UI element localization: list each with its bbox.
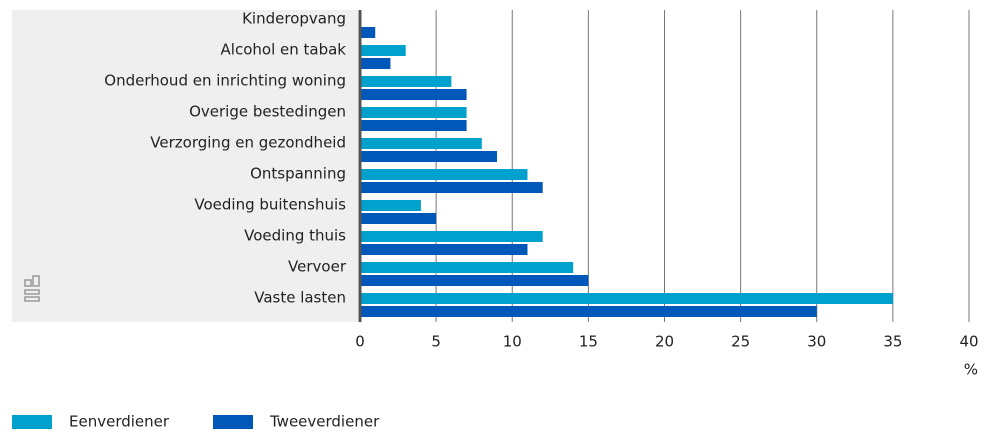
bar xyxy=(360,200,421,211)
logo xyxy=(24,275,40,302)
bar xyxy=(360,169,528,180)
label-panel xyxy=(12,10,358,322)
y-tick-label: Ontspanning xyxy=(250,165,346,183)
bar xyxy=(360,27,376,38)
y-tick-label: Voeding buitenshuis xyxy=(194,196,346,214)
bar xyxy=(360,231,543,242)
y-tick-label: Vaste lasten xyxy=(254,289,346,307)
bar xyxy=(360,275,589,286)
bar xyxy=(360,213,437,224)
bar xyxy=(360,76,452,87)
x-axis-label: % xyxy=(964,361,978,379)
y-tick-label: Overige bestedingen xyxy=(189,103,346,121)
bar xyxy=(360,306,817,317)
bar xyxy=(360,244,528,255)
y-tick-label: Kinderopvang xyxy=(242,10,346,28)
bar xyxy=(360,45,406,56)
bar xyxy=(360,151,498,162)
x-tick-label: 0 xyxy=(355,333,365,351)
legend-label: Eenverdiener xyxy=(69,413,170,431)
bar xyxy=(360,262,574,273)
bar xyxy=(360,58,391,69)
x-tick-label: 25 xyxy=(731,333,750,351)
x-tick-label: 30 xyxy=(807,333,826,351)
x-tick-label: 10 xyxy=(503,333,522,351)
bar xyxy=(360,120,467,131)
y-tick-label: Verzorging en gezondheid xyxy=(150,134,346,152)
legend-swatch xyxy=(12,415,52,429)
y-tick-label: Alcohol en tabak xyxy=(221,41,347,59)
x-tick-label: 5 xyxy=(431,333,441,351)
x-tick-label: 40 xyxy=(959,333,978,351)
x-tick-label: 35 xyxy=(883,333,902,351)
bar xyxy=(360,182,543,193)
y-tick-label: Onderhoud en inrichting woning xyxy=(104,72,346,90)
bar xyxy=(360,138,482,149)
bar xyxy=(360,293,893,304)
x-tick-label: 15 xyxy=(579,333,598,351)
legend-swatch xyxy=(213,415,253,429)
bar xyxy=(360,107,467,118)
bar xyxy=(360,89,467,100)
x-tick-label: 20 xyxy=(655,333,674,351)
y-tick-label: Vervoer xyxy=(288,258,347,276)
y-tick-label: Voeding thuis xyxy=(244,227,346,245)
legend-label: Tweeverdiener xyxy=(269,413,380,431)
